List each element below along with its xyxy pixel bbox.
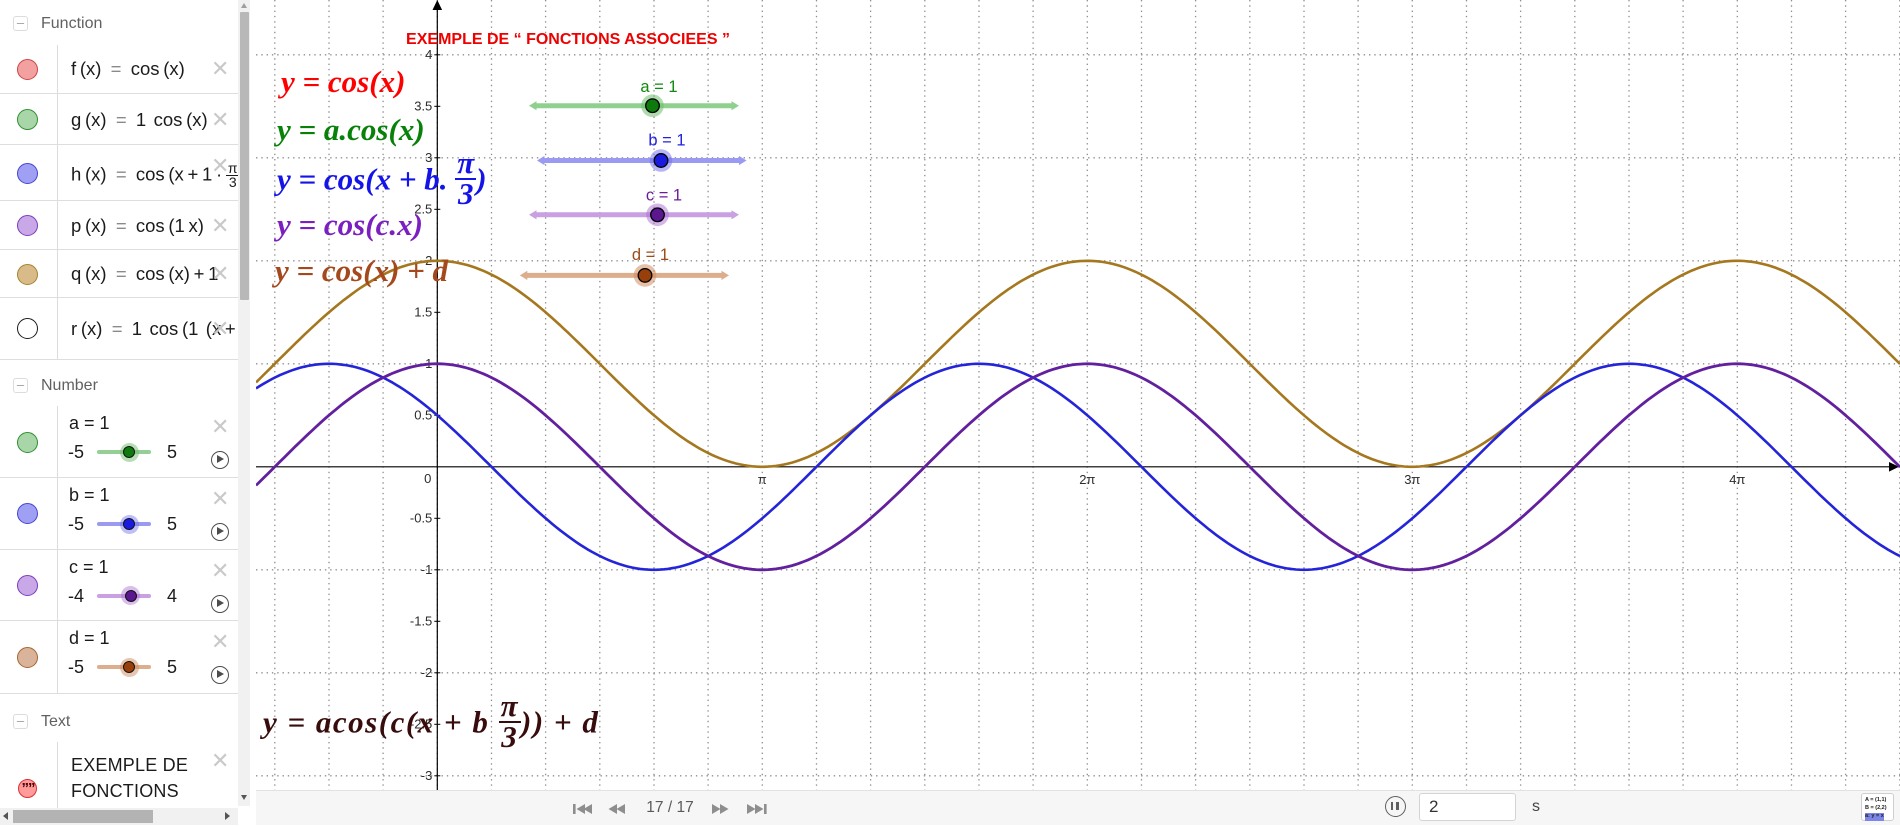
svg-text:-2.5: -2.5 bbox=[410, 717, 432, 732]
svg-text:b = 1: b = 1 bbox=[648, 132, 685, 150]
svg-text:4: 4 bbox=[425, 47, 432, 62]
svg-text:4π: 4π bbox=[1729, 472, 1745, 487]
svg-text:d = 1: d = 1 bbox=[632, 246, 669, 264]
svg-text:-1: -1 bbox=[421, 562, 433, 577]
svg-text:3π: 3π bbox=[1404, 472, 1420, 487]
svg-text:-3: -3 bbox=[421, 768, 433, 783]
svg-text:-2: -2 bbox=[421, 665, 433, 680]
svg-text:3: 3 bbox=[425, 150, 432, 165]
svg-text:1.5: 1.5 bbox=[414, 305, 432, 320]
svg-text:0.5: 0.5 bbox=[414, 408, 432, 423]
svg-text:2π: 2π bbox=[1079, 472, 1095, 487]
svg-text:c = 1: c = 1 bbox=[646, 187, 682, 205]
svg-text:-0.5: -0.5 bbox=[410, 511, 432, 526]
svg-text:π: π bbox=[758, 472, 767, 487]
svg-text:-1.5: -1.5 bbox=[410, 614, 432, 629]
svg-text:0: 0 bbox=[424, 471, 431, 486]
svg-text:a = 1: a = 1 bbox=[640, 78, 677, 96]
svg-text:2.5: 2.5 bbox=[414, 202, 432, 217]
svg-text:3.5: 3.5 bbox=[414, 99, 432, 114]
